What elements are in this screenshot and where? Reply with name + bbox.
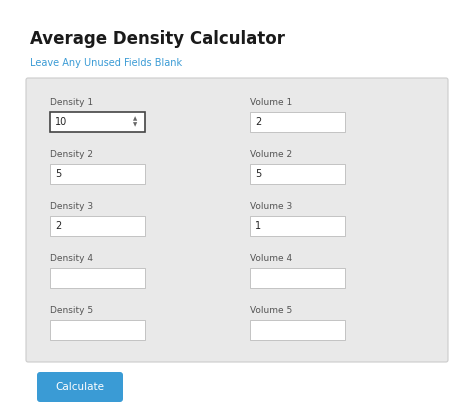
FancyBboxPatch shape — [50, 268, 145, 288]
Text: 1: 1 — [255, 221, 261, 231]
Text: Volume 4: Volume 4 — [250, 254, 292, 263]
FancyBboxPatch shape — [50, 216, 145, 236]
FancyBboxPatch shape — [50, 164, 145, 184]
FancyBboxPatch shape — [37, 372, 123, 402]
Text: Volume 2: Volume 2 — [250, 150, 292, 159]
FancyBboxPatch shape — [250, 268, 345, 288]
Text: Density 4: Density 4 — [50, 254, 93, 263]
Text: Leave Any Unused Fields Blank: Leave Any Unused Fields Blank — [30, 58, 182, 68]
Text: Density 5: Density 5 — [50, 306, 93, 315]
FancyBboxPatch shape — [26, 78, 448, 362]
Text: Volume 5: Volume 5 — [250, 306, 292, 315]
FancyBboxPatch shape — [250, 216, 345, 236]
Text: Density 1: Density 1 — [50, 98, 93, 107]
Text: Density 2: Density 2 — [50, 150, 93, 159]
Text: Volume 3: Volume 3 — [250, 202, 292, 211]
Text: 5: 5 — [55, 169, 61, 179]
Text: 2: 2 — [255, 117, 261, 127]
FancyBboxPatch shape — [50, 320, 145, 340]
Text: ▼: ▼ — [133, 123, 137, 128]
Text: 5: 5 — [255, 169, 261, 179]
Text: Volume 1: Volume 1 — [250, 98, 292, 107]
FancyBboxPatch shape — [250, 164, 345, 184]
FancyBboxPatch shape — [50, 112, 145, 132]
Text: Average Density Calculator: Average Density Calculator — [30, 30, 285, 48]
Text: 10: 10 — [55, 117, 67, 127]
Text: Density 3: Density 3 — [50, 202, 93, 211]
FancyBboxPatch shape — [250, 320, 345, 340]
Text: Calculate: Calculate — [55, 382, 104, 392]
Text: 2: 2 — [55, 221, 61, 231]
Text: ▲: ▲ — [133, 116, 137, 121]
FancyBboxPatch shape — [250, 112, 345, 132]
